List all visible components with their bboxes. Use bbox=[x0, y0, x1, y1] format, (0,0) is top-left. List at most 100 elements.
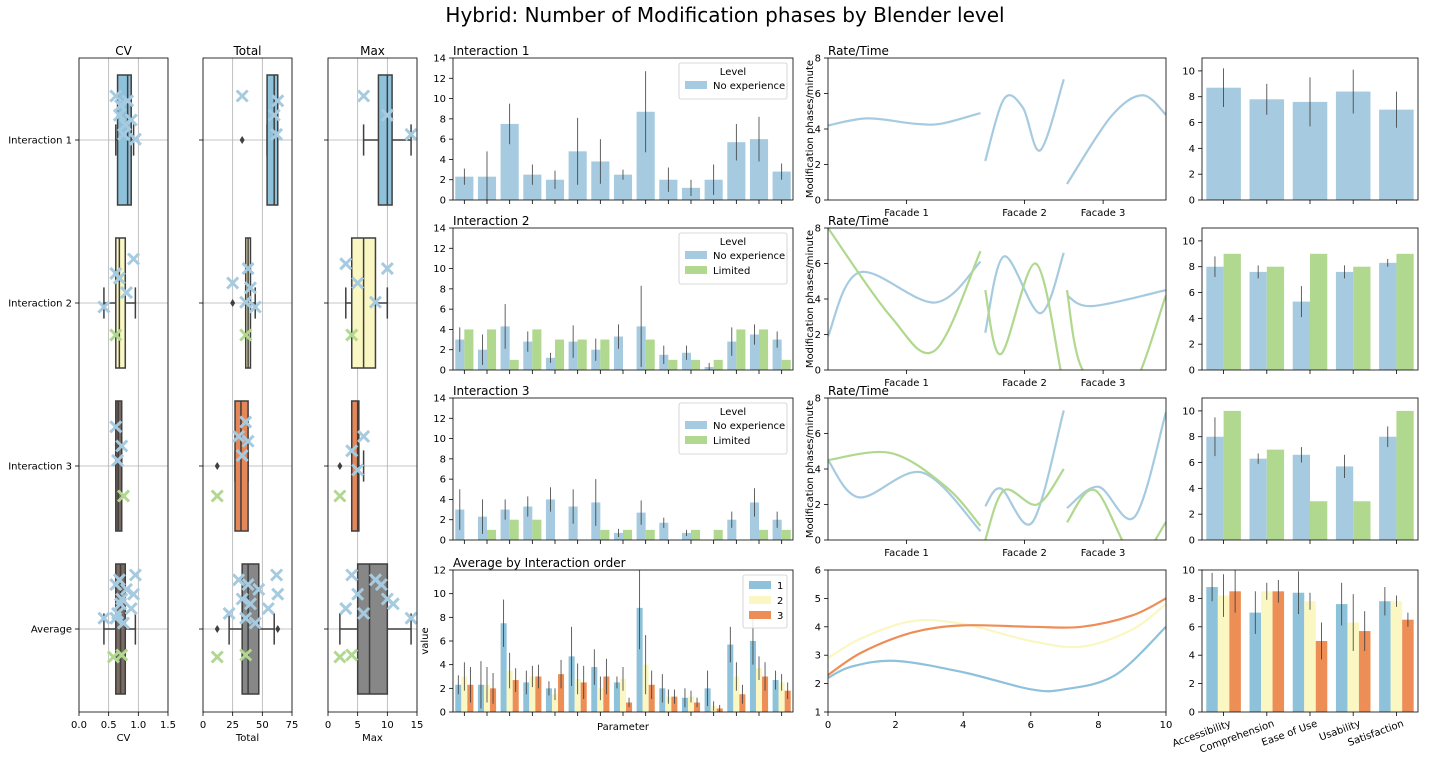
legend-label: Limited bbox=[713, 266, 750, 277]
bar-panel-bar-i2: 0 2 4 6 8 10 12 14 Interaction 2 Level No experien… bbox=[433, 214, 794, 377]
y-tick-label: 2 bbox=[1189, 170, 1195, 181]
point bbox=[235, 89, 249, 103]
x-tick-label: 6 bbox=[1028, 720, 1034, 731]
point bbox=[109, 611, 123, 625]
y-tick-label: 5 bbox=[815, 594, 821, 605]
series-line bbox=[828, 459, 982, 532]
y-tick-label: 0 bbox=[815, 536, 821, 547]
legend-title: Level bbox=[720, 237, 746, 248]
y-tick-label: 14 bbox=[433, 54, 446, 65]
x-tick-label: Facade 1 bbox=[884, 548, 929, 559]
flier bbox=[214, 462, 220, 470]
point bbox=[241, 262, 255, 276]
boxplot-max: 0 5 10 15 Max Max bbox=[324, 44, 423, 744]
series-line bbox=[984, 252, 1065, 333]
x-axis-label: CV bbox=[117, 733, 131, 744]
bar bbox=[455, 684, 462, 712]
point bbox=[210, 489, 224, 503]
y-tick-label: 6 bbox=[440, 305, 446, 316]
point bbox=[252, 582, 266, 596]
x-tick-label: 4 bbox=[960, 720, 966, 731]
y-tick-label: 2 bbox=[440, 684, 446, 695]
y-tick-label: 12 bbox=[433, 566, 446, 577]
bar bbox=[1402, 619, 1414, 712]
boxplot-total: 0 25 50 75 Total Total bbox=[199, 44, 298, 744]
point bbox=[112, 573, 126, 587]
y-tick-label: 14 bbox=[433, 394, 446, 405]
bar bbox=[636, 607, 643, 712]
bar bbox=[1292, 301, 1310, 370]
y-tick-label: 8 bbox=[815, 394, 821, 405]
point bbox=[270, 127, 284, 141]
y-tick-label: 8 bbox=[1189, 432, 1195, 443]
y-tick-label: 3 bbox=[815, 651, 821, 662]
point bbox=[239, 611, 253, 625]
bar bbox=[781, 529, 791, 540]
bar bbox=[1310, 501, 1328, 540]
x-tick-label: Facade 1 bbox=[884, 378, 929, 389]
x-tick-label: 0 bbox=[200, 720, 206, 731]
bar bbox=[636, 111, 655, 200]
box bbox=[377, 74, 393, 206]
bar bbox=[551, 694, 559, 712]
x-tick-label: 1.5 bbox=[160, 720, 176, 731]
bar bbox=[1206, 436, 1224, 540]
point bbox=[357, 606, 371, 620]
bar bbox=[1266, 266, 1285, 370]
y-tick-label: 0 bbox=[815, 366, 821, 377]
bar-panel-bar-i3: 0 2 4 6 8 10 12 14 Interaction 3 Level No experien… bbox=[433, 384, 794, 547]
point bbox=[115, 439, 129, 453]
y-tick-label: 2 bbox=[815, 160, 821, 171]
bar bbox=[523, 506, 533, 540]
y-tick-label: 2 bbox=[440, 345, 446, 356]
y-tick-label: 4 bbox=[1189, 144, 1195, 155]
x-tick-label: 0 bbox=[825, 720, 831, 731]
point bbox=[351, 276, 365, 290]
point bbox=[97, 611, 111, 625]
bar bbox=[523, 682, 530, 712]
bar bbox=[529, 676, 536, 712]
legend-label: 2 bbox=[777, 596, 783, 607]
bar bbox=[772, 339, 782, 370]
point bbox=[243, 597, 258, 611]
point bbox=[380, 108, 394, 122]
bar bbox=[1358, 631, 1371, 712]
panel-title: Interaction 1 bbox=[453, 44, 530, 58]
x-tick-label: Facade 2 bbox=[1002, 208, 1047, 219]
bar bbox=[1266, 449, 1285, 540]
bar bbox=[464, 329, 474, 370]
x-tick-label: Facade 3 bbox=[1081, 548, 1126, 559]
bar bbox=[681, 352, 691, 370]
point bbox=[345, 444, 359, 458]
point bbox=[386, 597, 400, 611]
axes-frame bbox=[827, 57, 1167, 201]
bar bbox=[1249, 612, 1262, 712]
bar bbox=[1390, 601, 1403, 712]
point bbox=[121, 94, 135, 108]
point bbox=[116, 616, 131, 630]
series-line bbox=[1065, 289, 1166, 370]
x-tick-label: Facade 3 bbox=[1081, 378, 1126, 389]
bar bbox=[1249, 458, 1267, 540]
bar bbox=[778, 682, 785, 712]
bar bbox=[574, 678, 581, 712]
point bbox=[243, 281, 258, 295]
point bbox=[226, 276, 240, 290]
series-line bbox=[827, 626, 1167, 693]
bar bbox=[784, 690, 791, 712]
flier bbox=[230, 299, 236, 307]
point bbox=[339, 257, 353, 271]
x-tick-label: 0.0 bbox=[71, 720, 87, 731]
bar bbox=[759, 529, 769, 540]
legend-swatch bbox=[685, 421, 707, 429]
point bbox=[333, 650, 347, 664]
legend-title: Level bbox=[720, 407, 746, 418]
y-tick-label: 0 bbox=[1189, 366, 1195, 377]
bar-panel-q-i2: 0 2 4 6 8 10 bbox=[1182, 227, 1419, 377]
y-tick-label: 8 bbox=[440, 454, 446, 465]
point bbox=[345, 328, 359, 342]
lines bbox=[828, 228, 1166, 370]
bar bbox=[623, 529, 633, 540]
legend-label: No experience bbox=[713, 421, 785, 432]
point bbox=[111, 453, 125, 467]
